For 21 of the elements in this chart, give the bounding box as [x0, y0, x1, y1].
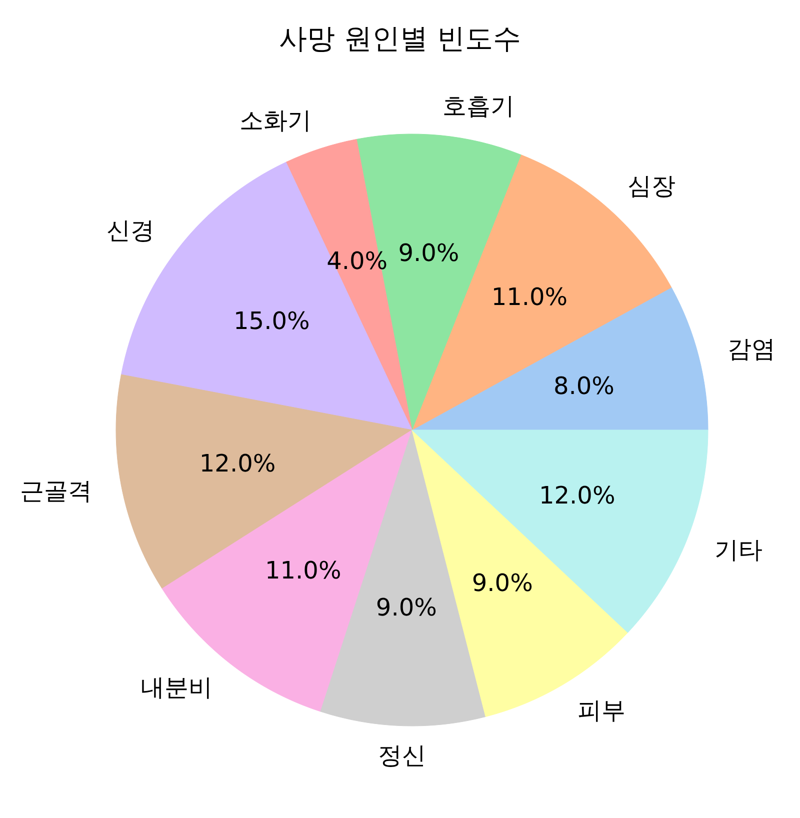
slice-label: 정신 — [378, 741, 426, 770]
slice-label: 감염 — [727, 335, 776, 364]
data-label: 11.0% — [265, 556, 342, 584]
chart-title: 사망 원인별 빈도수 — [278, 21, 522, 57]
data-label: 8.0% — [554, 372, 615, 400]
data-label: 9.0% — [398, 239, 460, 268]
slice-label: 근골격 — [20, 477, 92, 506]
data-label: 9.0% — [376, 594, 437, 622]
slice-label: 기타 — [714, 536, 763, 564]
slice-label: 내분비 — [140, 673, 212, 702]
slice-label: 심장 — [627, 172, 676, 200]
slice-label: 호흡기 — [442, 92, 515, 120]
slice-label: 피부 — [578, 696, 626, 724]
slice-label: 신경 — [106, 216, 155, 244]
data-label: 9.0% — [472, 568, 533, 597]
data-label: 12.0% — [539, 481, 616, 510]
data-label: 11.0% — [491, 282, 568, 311]
data-label: 12.0% — [199, 449, 276, 478]
data-label: 15.0% — [234, 307, 310, 336]
slice-label: 소화기 — [239, 106, 312, 134]
data-label: 4.0% — [326, 247, 388, 276]
